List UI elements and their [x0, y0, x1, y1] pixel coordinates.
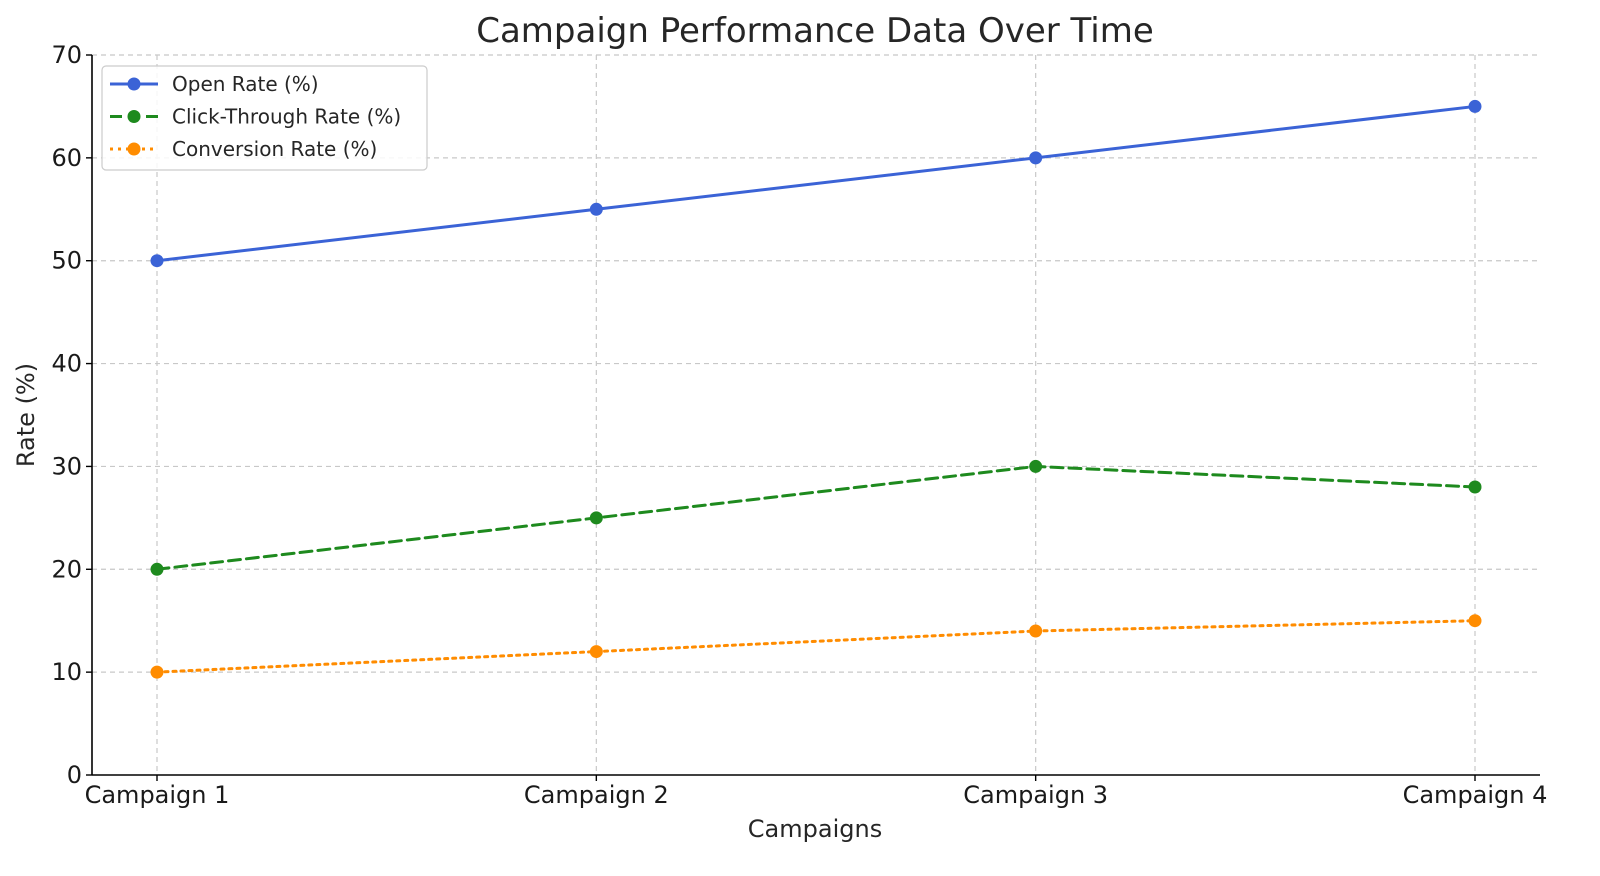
legend-box — [101, 65, 428, 171]
legend-marker — [127, 142, 141, 156]
data-point — [1029, 459, 1043, 473]
series-line — [155, 464, 1477, 571]
x-axis-label: Campaigns — [748, 815, 882, 843]
x-tick-label: Campaign 2 — [524, 781, 669, 809]
series-1 — [150, 99, 1482, 268]
y-tick-label: 20 — [51, 555, 82, 583]
data-point — [1029, 151, 1043, 165]
legend-label: Open Rate (%) — [172, 72, 319, 96]
legend-label: Conversion Rate (%) — [172, 137, 377, 161]
ticks-layer: 0 10 20 30 40 50 60 70 Campaign 1 Campaign 2 Campa… — [51, 41, 1547, 809]
series-3 — [150, 614, 1482, 679]
legend-marker — [127, 110, 141, 123]
data-point — [1468, 99, 1482, 113]
legend: Open Rate (%) Click-Through Rate (%) Conve… — [101, 65, 428, 171]
chart-title: Campaign Performance Data Over Time — [476, 11, 1154, 51]
data-point — [150, 665, 164, 679]
y-axis-label: Rate (%) — [12, 363, 40, 467]
y-tick-label: 30 — [51, 452, 82, 480]
x-tick-label: Campaign 3 — [963, 781, 1108, 809]
axes-layer — [91, 55, 1540, 776]
data-point — [589, 645, 603, 659]
data-point — [1029, 624, 1043, 638]
data-point — [589, 202, 603, 216]
series-2 — [150, 459, 1482, 576]
data-point — [150, 254, 164, 268]
y-tick-label: 40 — [51, 350, 82, 378]
series-line — [155, 104, 1477, 263]
data-point — [589, 511, 603, 525]
x-tick-label: Campaign 4 — [1403, 781, 1548, 809]
data-point — [150, 562, 164, 576]
grid-layer — [92, 54, 1540, 775]
data-point — [1468, 480, 1482, 494]
x-tick-label: Campaign 1 — [85, 781, 230, 809]
series-line — [155, 619, 1477, 674]
y-tick-label: 50 — [51, 247, 82, 275]
legend-label: Click-Through Rate (%) — [172, 105, 401, 129]
series-layer — [150, 99, 1482, 679]
y-tick-label: 0 — [67, 761, 82, 789]
legend-marker — [127, 77, 141, 91]
y-tick-label: 60 — [51, 144, 82, 172]
y-tick-label: 10 — [51, 658, 82, 686]
data-point — [1468, 614, 1482, 628]
y-tick-label: 70 — [51, 41, 82, 69]
